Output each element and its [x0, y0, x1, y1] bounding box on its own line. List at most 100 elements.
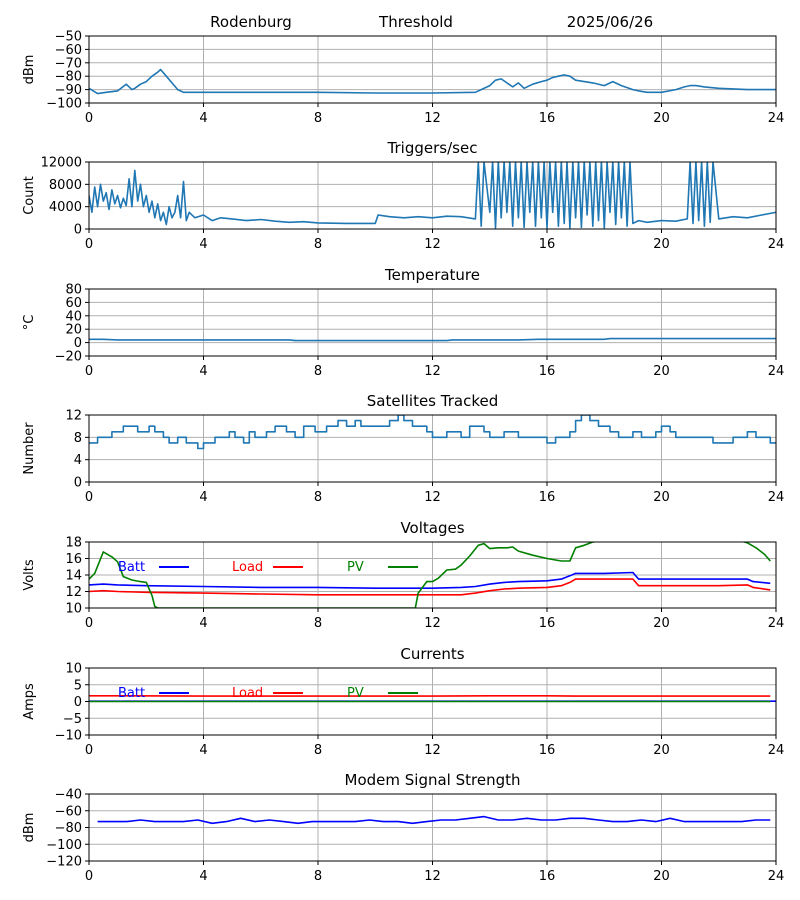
- y-tick-label: 18: [65, 536, 82, 551]
- y-tick-label: 0: [74, 336, 82, 351]
- header-station: Rodenburg: [210, 13, 292, 31]
- y-tick-label: −120: [46, 855, 82, 870]
- x-tick-label: 16: [539, 743, 556, 758]
- header-date: 2025/06/26: [567, 13, 653, 31]
- x-tick-label: 20: [653, 490, 670, 505]
- y-tick-label: −100: [46, 838, 82, 853]
- x-tick-label: 20: [653, 237, 670, 252]
- y-axis-label: dBm: [22, 813, 37, 843]
- x-tick-label: 4: [199, 237, 207, 252]
- x-tick-label: 4: [199, 111, 207, 126]
- y-tick-label: −90: [55, 83, 82, 98]
- x-tick-label: 20: [653, 111, 670, 126]
- y-tick-label: 4000: [49, 200, 82, 215]
- y-tick-label: −10: [55, 729, 82, 744]
- x-tick-label: 0: [85, 869, 93, 884]
- y-tick-label: 12: [65, 585, 82, 600]
- y-axis-label: Volts: [22, 559, 37, 591]
- y-tick-label: −100: [46, 97, 82, 112]
- x-tick-label: 20: [653, 364, 670, 379]
- series-line-satellites-0: [89, 415, 776, 450]
- x-tick-label: 16: [539, 364, 556, 379]
- y-tick-label: 80: [65, 283, 82, 298]
- legend-label-load: Load: [232, 686, 263, 701]
- y-tick-label: −40: [55, 788, 82, 803]
- series-line-temperature-0: [89, 337, 776, 342]
- x-tick-label: 12: [424, 111, 441, 126]
- series-line-voltages-load: [89, 578, 771, 596]
- x-tick-label: 16: [539, 616, 556, 631]
- y-tick-label: 12000: [41, 156, 82, 171]
- y-tick-label: 60: [65, 296, 82, 311]
- y-tick-label: −5: [63, 712, 82, 727]
- y-axis-label: Count: [22, 176, 37, 215]
- x-tick-label: 8: [314, 237, 322, 252]
- x-tick-label: 24: [768, 869, 785, 884]
- y-axis-label: Amps: [22, 683, 37, 720]
- y-tick-label: −70: [55, 56, 82, 71]
- x-tick-label: 12: [424, 490, 441, 505]
- y-tick-label: −60: [55, 43, 82, 58]
- panel-modem: 0 4 8 12 16 20 24 −120 −100 −80 −60−40 Modem Signal…: [22, 771, 784, 884]
- x-tick-label: 0: [85, 743, 93, 758]
- x-tick-label: 8: [314, 364, 322, 379]
- x-tick-label: 4: [199, 364, 207, 379]
- y-tick-label: 5: [74, 678, 82, 693]
- series-line-voltages-batt: [89, 571, 771, 589]
- legend-label-batt: Batt: [118, 686, 145, 701]
- y-axis-label: Number: [22, 422, 37, 475]
- x-tick-label: 24: [768, 111, 785, 126]
- panel-satellites: 0 4 8 12 16 20 24 0 4 8 12 Satellites Tracked Number: [22, 392, 784, 505]
- y-axis-label: °C: [22, 315, 37, 331]
- x-tick-label: 8: [314, 111, 322, 126]
- panel-triggers: 0 4 8 12 16 20 24 0 4000 8000 12000 Triggers/sec Cou…: [22, 139, 784, 252]
- y-tick-label: −80: [55, 821, 82, 836]
- y-tick-label: 20: [65, 323, 82, 338]
- x-tick-label: 0: [85, 364, 93, 379]
- series-line-voltages-pv: [89, 542, 771, 608]
- x-tick-label: 16: [539, 869, 556, 884]
- series-line-threshold-0: [89, 68, 776, 95]
- y-tick-label: 10: [65, 662, 82, 677]
- y-tick-label: 0: [74, 695, 82, 710]
- x-tick-label: 0: [85, 616, 93, 631]
- x-tick-label: 24: [768, 616, 785, 631]
- y-tick-label: −50: [55, 30, 82, 45]
- legend-label-batt: Batt: [118, 560, 145, 575]
- y-tick-label: 16: [65, 552, 82, 567]
- x-tick-label: 12: [424, 869, 441, 884]
- y-tick-label: 0: [74, 223, 82, 238]
- x-tick-label: 0: [85, 237, 93, 252]
- x-tick-label: 16: [539, 237, 556, 252]
- x-tick-label: 8: [314, 490, 322, 505]
- panel-title: Temperature: [384, 266, 480, 284]
- y-tick-label: 8000: [49, 178, 82, 193]
- legend-label-pv: PV: [347, 560, 364, 575]
- y-tick-label: 10: [65, 602, 82, 617]
- panel-title: Triggers/sec: [387, 139, 478, 157]
- x-tick-label: 12: [424, 237, 441, 252]
- y-tick-label: 12: [65, 409, 82, 424]
- x-tick-label: 24: [768, 490, 785, 505]
- x-tick-label: 4: [199, 490, 207, 505]
- x-tick-label: 16: [539, 111, 556, 126]
- legend-label-pv: PV: [347, 686, 364, 701]
- x-tick-label: 4: [199, 869, 207, 884]
- y-tick-label: −60: [55, 804, 82, 819]
- series-line-triggers-0: [89, 162, 776, 229]
- y-tick-label: 0: [74, 476, 82, 491]
- panel-threshold: 0 4 8 12 16 20 24 −100−90−80−70−60−50 dBm: [22, 30, 784, 127]
- x-tick-label: 8: [314, 869, 322, 884]
- y-tick-label: 40: [65, 309, 82, 324]
- x-tick-label: 24: [768, 743, 785, 758]
- y-tick-label: −20: [55, 350, 82, 365]
- y-axis-label: dBm: [22, 55, 37, 85]
- x-tick-label: 12: [424, 743, 441, 758]
- panel-title: Satellites Tracked: [367, 392, 498, 410]
- y-tick-label: 4: [74, 453, 82, 468]
- y-tick-label: 14: [65, 569, 82, 584]
- x-tick-label: 0: [85, 111, 93, 126]
